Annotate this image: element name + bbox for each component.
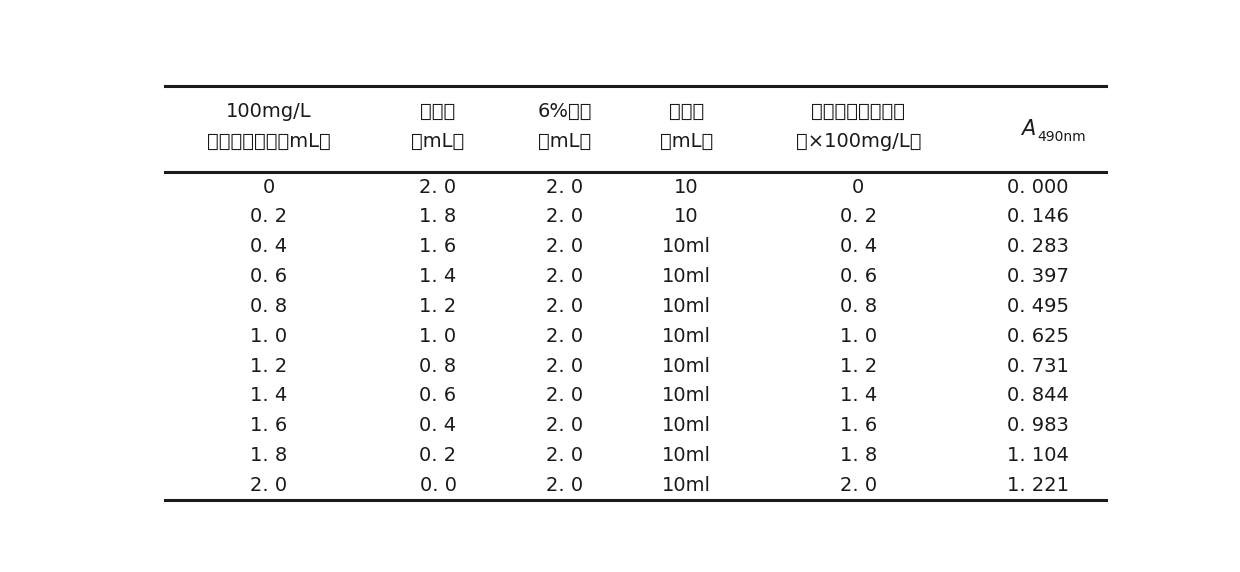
Text: 0. 000: 0. 000: [1007, 177, 1069, 197]
Text: 0. 6: 0. 6: [419, 386, 456, 406]
Text: 1. 2: 1. 2: [419, 297, 456, 316]
Text: 1. 4: 1. 4: [419, 267, 456, 286]
Text: 490nm: 490nm: [1038, 130, 1086, 144]
Text: 1. 8: 1. 8: [419, 208, 456, 227]
Text: 10ml: 10ml: [662, 476, 711, 495]
Text: 浓硫酸: 浓硫酸: [668, 102, 704, 121]
Text: 0. 4: 0. 4: [419, 416, 456, 435]
Text: 10ml: 10ml: [662, 386, 711, 406]
Text: 0. 495: 0. 495: [1007, 297, 1069, 316]
Text: 0. 8: 0. 8: [839, 297, 877, 316]
Text: 10ml: 10ml: [662, 356, 711, 376]
Text: （mL）: （mL）: [660, 132, 713, 151]
Text: 0. 397: 0. 397: [1007, 267, 1069, 286]
Text: 0: 0: [852, 177, 864, 197]
Text: 10ml: 10ml: [662, 446, 711, 465]
Text: 0. 731: 0. 731: [1007, 356, 1069, 376]
Text: 0. 2: 0. 2: [249, 208, 286, 227]
Text: 0. 0: 0. 0: [419, 476, 456, 495]
Text: 10ml: 10ml: [662, 327, 711, 345]
Text: 1. 104: 1. 104: [1007, 446, 1069, 465]
Text: 1. 0: 1. 0: [839, 327, 877, 345]
Text: 10ml: 10ml: [662, 416, 711, 435]
Text: （mL）: （mL）: [412, 132, 465, 151]
Text: 相当于葡葡糖含量: 相当于葡葡糖含量: [811, 102, 905, 121]
Text: 1. 0: 1. 0: [419, 327, 456, 345]
Text: 1. 8: 1. 8: [249, 446, 286, 465]
Text: 0. 4: 0. 4: [839, 237, 877, 256]
Text: 2. 0: 2. 0: [546, 177, 583, 197]
Text: 葡葡糖标准液（mL）: 葡葡糖标准液（mL）: [207, 132, 330, 151]
Text: 2. 0: 2. 0: [546, 237, 583, 256]
Text: 1. 4: 1. 4: [839, 386, 877, 406]
Text: 10ml: 10ml: [662, 297, 711, 316]
Text: 1. 8: 1. 8: [839, 446, 877, 465]
Text: 0: 0: [263, 177, 274, 197]
Text: 1. 2: 1. 2: [839, 356, 877, 376]
Text: 10ml: 10ml: [662, 237, 711, 256]
Text: 0. 6: 0. 6: [249, 267, 286, 286]
Text: 0. 8: 0. 8: [249, 297, 286, 316]
Text: 1. 2: 1. 2: [249, 356, 286, 376]
Text: 1. 6: 1. 6: [419, 237, 456, 256]
Text: 1. 221: 1. 221: [1007, 476, 1069, 495]
Text: 2. 0: 2. 0: [546, 476, 583, 495]
Text: 2. 0: 2. 0: [249, 476, 286, 495]
Text: （mL）: （mL）: [538, 132, 591, 151]
Text: A: A: [1022, 119, 1035, 139]
Text: 0. 8: 0. 8: [419, 356, 456, 376]
Text: 2. 0: 2. 0: [419, 177, 456, 197]
Text: 10: 10: [673, 177, 698, 197]
Text: 0. 2: 0. 2: [839, 208, 877, 227]
Text: 1. 4: 1. 4: [249, 386, 286, 406]
Text: 1. 0: 1. 0: [249, 327, 286, 345]
Text: （×100mg/L）: （×100mg/L）: [796, 132, 921, 151]
Text: 2. 0: 2. 0: [839, 476, 877, 495]
Text: 1. 6: 1. 6: [249, 416, 286, 435]
Text: 2. 0: 2. 0: [546, 446, 583, 465]
Text: 1. 6: 1. 6: [839, 416, 877, 435]
Text: 100mg/L: 100mg/L: [226, 102, 311, 121]
Text: 10: 10: [673, 208, 698, 227]
Text: 2. 0: 2. 0: [546, 208, 583, 227]
Text: 0. 146: 0. 146: [1007, 208, 1069, 227]
Text: 0. 6: 0. 6: [839, 267, 877, 286]
Text: 10ml: 10ml: [662, 267, 711, 286]
Text: 0. 844: 0. 844: [1007, 386, 1069, 406]
Text: 6%苯酚: 6%苯酚: [537, 102, 591, 121]
Text: 2. 0: 2. 0: [546, 327, 583, 345]
Text: 2. 0: 2. 0: [546, 416, 583, 435]
Text: 2. 0: 2. 0: [546, 356, 583, 376]
Text: 蕃馏水: 蕃馏水: [420, 102, 455, 121]
Text: 0. 4: 0. 4: [249, 237, 286, 256]
Text: 2. 0: 2. 0: [546, 386, 583, 406]
Text: 0. 283: 0. 283: [1007, 237, 1069, 256]
Text: 2. 0: 2. 0: [546, 297, 583, 316]
Text: 0. 625: 0. 625: [1007, 327, 1069, 345]
Text: 2. 0: 2. 0: [546, 267, 583, 286]
Text: 0. 983: 0. 983: [1007, 416, 1069, 435]
Text: 0. 2: 0. 2: [419, 446, 456, 465]
